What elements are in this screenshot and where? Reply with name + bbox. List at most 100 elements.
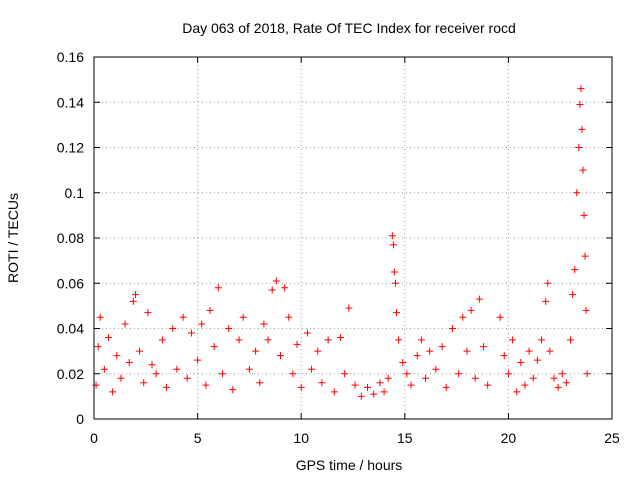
data-point	[158, 336, 166, 344]
data-point	[148, 361, 156, 369]
data-points	[92, 85, 591, 400]
x-tick-label: 5	[194, 430, 202, 446]
data-point	[187, 329, 195, 337]
data-point	[432, 365, 440, 373]
data-point	[567, 336, 575, 344]
data-point	[417, 336, 425, 344]
y-tick-label: 0.04	[57, 321, 84, 337]
y-tick-label: 0.06	[57, 275, 84, 291]
data-point	[183, 374, 191, 382]
data-point	[214, 284, 222, 292]
data-point	[268, 286, 276, 294]
data-point	[393, 309, 401, 317]
data-point	[509, 336, 517, 344]
data-point	[438, 343, 446, 351]
data-point	[569, 291, 577, 299]
y-tick-label: 0.16	[57, 49, 84, 65]
data-point	[422, 374, 430, 382]
data-point	[281, 284, 289, 292]
data-point	[140, 379, 148, 387]
data-point	[100, 365, 108, 373]
data-point	[577, 85, 585, 93]
data-point	[303, 329, 311, 337]
data-point	[357, 392, 365, 400]
data-point	[580, 211, 588, 219]
data-point	[575, 144, 583, 151]
data-point	[407, 381, 415, 389]
data-point	[202, 381, 210, 389]
data-point	[308, 365, 316, 373]
plot-border	[93, 56, 613, 420]
data-point	[467, 306, 475, 314]
data-point	[169, 325, 177, 332]
tick-labels: 0 5 10 15 20 25 0 0.02 0.04 0.06 0.08 0.1 0.12 0.14 0.…	[57, 49, 620, 446]
data-point	[179, 313, 187, 321]
y-tick-label: 0	[76, 411, 84, 427]
data-point	[554, 383, 562, 391]
data-point	[314, 347, 322, 355]
data-point	[125, 358, 133, 366]
data-point	[225, 325, 233, 332]
data-point	[324, 336, 332, 344]
data-point	[426, 347, 434, 355]
y-tick-label: 0.08	[57, 230, 84, 246]
data-point	[297, 383, 305, 391]
data-point	[395, 336, 403, 344]
y-axis-label: ROTI / TECUs	[5, 193, 21, 283]
data-point	[500, 352, 508, 360]
data-point	[583, 370, 591, 378]
data-point	[252, 347, 260, 355]
data-point	[517, 358, 525, 366]
data-point	[109, 388, 117, 396]
data-point	[341, 370, 349, 378]
data-point	[218, 370, 226, 378]
x-axis-label: GPS time / hours	[296, 457, 403, 473]
data-point	[105, 334, 113, 342]
grid	[94, 57, 612, 419]
data-point	[144, 309, 152, 317]
data-point	[578, 125, 586, 133]
data-point	[96, 313, 104, 321]
data-point	[330, 388, 338, 396]
data-point	[384, 374, 392, 382]
data-point	[272, 277, 280, 285]
data-point	[475, 295, 483, 303]
y-tick-label: 0.14	[57, 94, 84, 110]
data-point	[239, 313, 247, 321]
data-point	[388, 232, 396, 240]
data-point	[276, 352, 284, 360]
data-point	[113, 352, 121, 360]
data-point	[337, 334, 345, 342]
data-point	[442, 383, 450, 391]
data-point	[550, 374, 558, 382]
data-point	[581, 252, 589, 260]
data-point	[455, 370, 463, 378]
data-point	[376, 379, 384, 387]
data-point	[285, 313, 293, 321]
data-point	[391, 279, 399, 287]
data-point	[380, 388, 388, 396]
data-point	[345, 304, 353, 312]
data-point	[131, 291, 139, 299]
data-point	[571, 266, 579, 274]
data-point	[256, 379, 264, 387]
data-point	[573, 189, 581, 197]
data-point	[399, 358, 407, 366]
x-tick-label: 15	[397, 430, 413, 446]
data-point	[210, 343, 218, 351]
data-point	[582, 306, 590, 314]
data-point	[318, 379, 326, 387]
data-point	[525, 347, 533, 355]
data-point	[264, 336, 272, 344]
data-point	[538, 336, 546, 344]
data-point	[533, 356, 541, 364]
data-point	[194, 356, 202, 364]
data-point	[544, 279, 552, 287]
data-point	[260, 320, 268, 328]
data-point	[529, 374, 537, 382]
data-point	[163, 383, 171, 391]
data-point	[403, 370, 411, 378]
data-point	[448, 325, 456, 332]
